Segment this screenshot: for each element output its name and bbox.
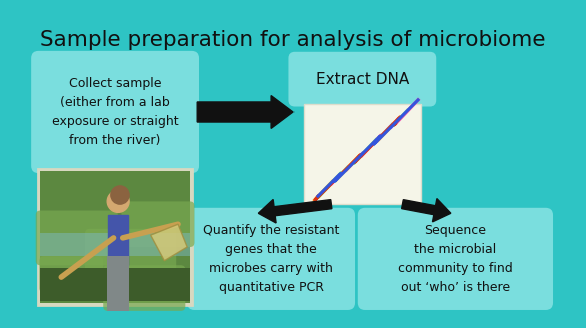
Circle shape (107, 191, 129, 212)
FancyArrow shape (258, 199, 332, 223)
Text: Collect sample
(either from a lab
exposure or straight
from the river): Collect sample (either from a lab exposu… (52, 77, 178, 147)
FancyBboxPatch shape (39, 256, 103, 293)
FancyArrow shape (401, 198, 451, 222)
FancyBboxPatch shape (36, 211, 118, 265)
FancyArrow shape (108, 215, 128, 265)
Text: Sequence
the microbial
community to find
out ‘who’ is there: Sequence the microbial community to find… (398, 224, 513, 294)
FancyBboxPatch shape (31, 51, 199, 173)
FancyBboxPatch shape (39, 170, 192, 304)
FancyBboxPatch shape (304, 104, 421, 204)
FancyBboxPatch shape (358, 208, 553, 310)
FancyBboxPatch shape (22, 11, 564, 317)
FancyBboxPatch shape (103, 265, 185, 311)
FancyArrow shape (197, 95, 293, 129)
FancyBboxPatch shape (40, 268, 190, 301)
FancyBboxPatch shape (40, 171, 190, 303)
FancyBboxPatch shape (85, 229, 176, 293)
Circle shape (111, 186, 129, 204)
Text: Quantify the resistant
genes that the
microbes carry with
quantitative PCR: Quantify the resistant genes that the mi… (203, 224, 339, 294)
Polygon shape (151, 224, 187, 261)
FancyBboxPatch shape (288, 52, 436, 107)
FancyBboxPatch shape (187, 208, 355, 310)
FancyBboxPatch shape (40, 233, 190, 256)
Text: Sample preparation for analysis of microbiome: Sample preparation for analysis of micro… (40, 30, 546, 50)
Text: Extract DNA: Extract DNA (316, 72, 409, 87)
FancyBboxPatch shape (121, 201, 195, 247)
FancyBboxPatch shape (107, 256, 129, 311)
